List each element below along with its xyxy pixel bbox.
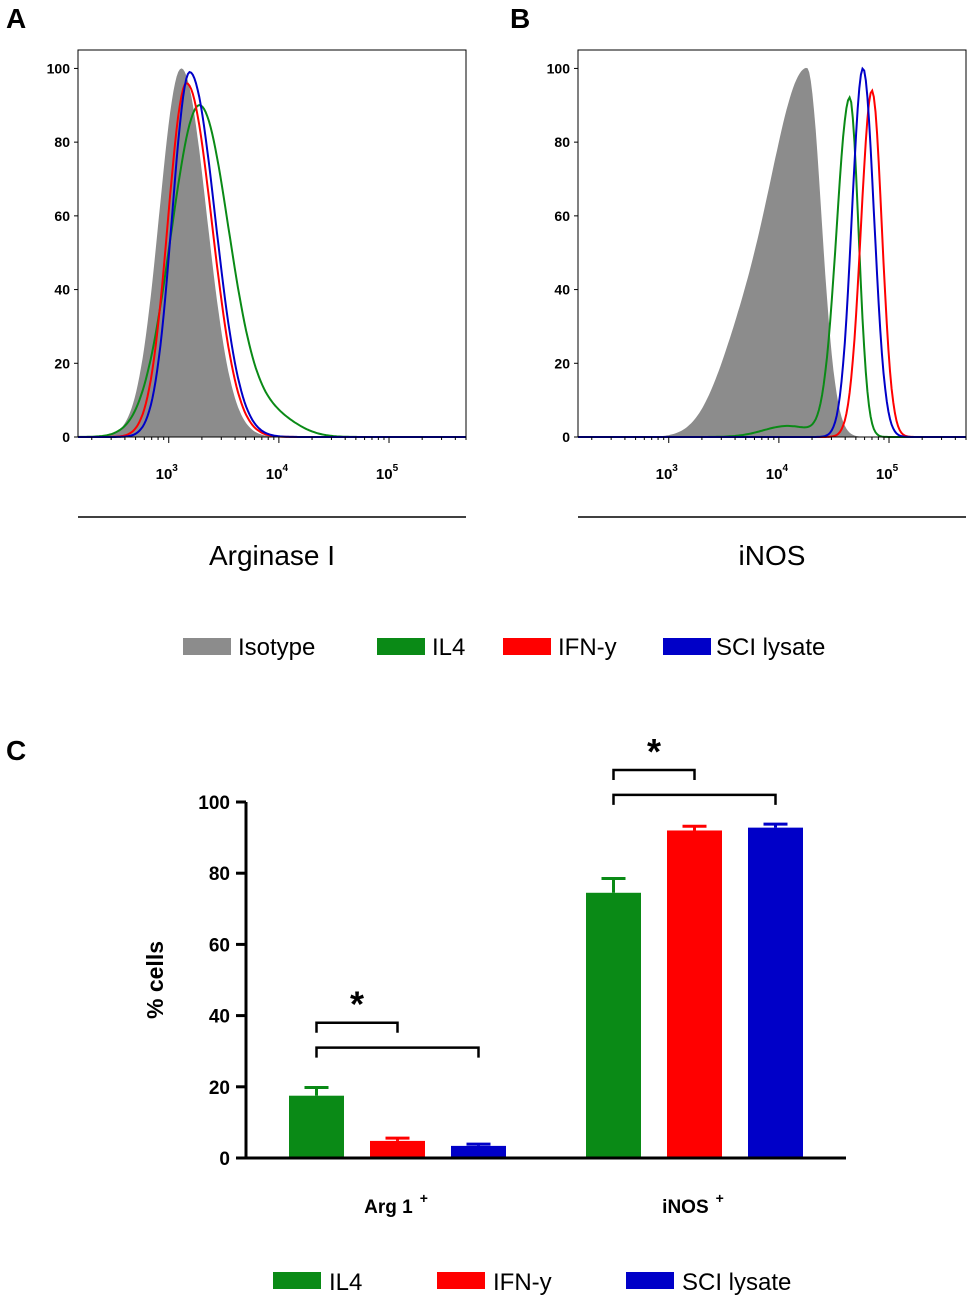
histogram-a-ytick-label-5: 100 <box>47 60 71 76</box>
xtick-base: 10 <box>156 466 173 483</box>
bar-legend: IL4 IFN-y SCI lysate <box>273 1269 791 1296</box>
histogram-a-sci-curve <box>78 70 466 438</box>
legend-sci-swatch <box>663 638 711 655</box>
significance-bracket-0 <box>315 1021 399 1033</box>
histogram-a-ytick-label-4: 80 <box>54 134 70 150</box>
category-inos-sup: + <box>716 1190 724 1206</box>
legend-sci-label: SCI lysate <box>716 634 825 661</box>
histogram-b-ytick-label-1: 20 <box>554 355 570 371</box>
xtick-exponent: 5 <box>893 463 899 474</box>
legend-il4-label: IL4 <box>432 634 465 661</box>
bar-chart-ytick-label-1: 20 <box>209 1078 230 1099</box>
histogram-b-ytick-label-3: 60 <box>554 208 570 224</box>
category-inos-name: iNOS <box>662 1197 708 1218</box>
panel-b-letter: B <box>510 3 530 34</box>
histogram-a-ytick-label-2: 40 <box>54 282 70 298</box>
histogram-a-il4-curve <box>77 104 466 438</box>
xtick-exponent: 5 <box>393 463 399 474</box>
histogram-a-xtick-label-1: 104 <box>266 463 289 483</box>
histogram-a-ytick-label-3: 60 <box>54 208 70 224</box>
histogram-b-xlabel: iNOS <box>739 540 806 571</box>
legend-isotype-label: Isotype <box>238 634 315 661</box>
histogram-a-xlabel: Arginase I <box>209 540 335 571</box>
histogram-b-ytick-label-4: 80 <box>554 134 570 150</box>
bar-il4-inos <box>586 892 641 1158</box>
histogram-legend: Isotype IL4 IFN-y SCI lysate <box>183 634 825 661</box>
bar-il4-arg1 <box>289 1095 344 1158</box>
bar-chart-c: * * 0 20 40 60 80 100 % cells Arg 1 + iNOS + <box>142 731 846 1218</box>
panel-c-letter: C <box>6 735 26 766</box>
bar-ifn-arg1 <box>370 1140 425 1158</box>
bar-legend-sci-swatch <box>626 1272 674 1289</box>
category-label-arg1: Arg 1 + <box>364 1190 428 1218</box>
histogram-a-isotype-curve <box>78 68 466 438</box>
significance-bracket-2 <box>612 768 696 780</box>
bar-chart-ytick-label-4: 80 <box>209 864 230 885</box>
histogram-a-xtick-label-0: 103 <box>156 463 179 483</box>
histogram-a-xtick-label-2: 105 <box>376 463 399 483</box>
xtick-base: 10 <box>656 466 673 483</box>
bar-chart-ytick-label-0: 0 <box>219 1149 230 1170</box>
xtick-base: 10 <box>376 466 393 483</box>
bar-legend-il4-label: IL4 <box>329 1269 362 1296</box>
histogram-b-ytick-label-2: 40 <box>554 282 570 298</box>
bar-chart-ytick-label-3: 60 <box>209 935 230 956</box>
xtick-exponent: 4 <box>282 463 288 474</box>
histogram-b-isotype-curve <box>578 67 966 438</box>
xtick-exponent: 3 <box>672 463 678 474</box>
histogram-b-ytick-label-0: 0 <box>562 429 570 445</box>
bar-sci-arg1 <box>451 1145 506 1158</box>
significance-star-2: * <box>647 731 661 772</box>
bar-legend-ifn-swatch <box>437 1272 485 1289</box>
xtick-exponent: 3 <box>172 463 178 474</box>
histogram-b-xtick-label-2: 105 <box>876 463 899 483</box>
bar-chart-ylabel: % cells <box>142 941 168 1019</box>
histogram-a-ytick-label-0: 0 <box>62 429 70 445</box>
histogram-b-frame <box>577 49 967 438</box>
histogram-a-ifn-curve <box>78 82 466 438</box>
category-arg1-name: Arg 1 <box>364 1197 413 1218</box>
xtick-base: 10 <box>876 466 893 483</box>
significance-star-0: * <box>350 984 364 1025</box>
bar-ifn-inos <box>667 830 722 1158</box>
category-arg1-sup: + <box>420 1190 428 1206</box>
legend-ifn-swatch <box>503 638 551 655</box>
xtick-base: 10 <box>266 466 283 483</box>
bar-sci-inos <box>748 827 803 1158</box>
xtick-exponent: 4 <box>782 463 788 474</box>
significance-bracket-1 <box>315 1046 480 1058</box>
category-label-inos: iNOS + <box>662 1190 724 1218</box>
bar-chart-ytick-label-2: 40 <box>209 1007 230 1028</box>
xtick-base: 10 <box>766 466 783 483</box>
legend-il4-swatch <box>377 638 425 655</box>
bar-legend-ifn-label: IFN-y <box>493 1269 552 1296</box>
bar-legend-sci-label: SCI lysate <box>682 1269 791 1296</box>
bar-chart-ytick-label-5: 100 <box>198 793 230 814</box>
histogram-a-ytick-label-1: 20 <box>54 355 70 371</box>
histogram-a-frame <box>77 49 467 438</box>
panel-a-letter: A <box>6 3 26 34</box>
bar-legend-il4-swatch <box>273 1272 321 1289</box>
histogram-b-xtick-label-0: 103 <box>656 463 679 483</box>
histogram-b-xtick-label-1: 104 <box>766 463 789 483</box>
legend-ifn-label: IFN-y <box>558 634 617 661</box>
histogram-b-ytick-label-5: 100 <box>547 60 571 76</box>
legend-isotype-swatch <box>183 638 231 655</box>
significance-bracket-3 <box>612 793 777 805</box>
